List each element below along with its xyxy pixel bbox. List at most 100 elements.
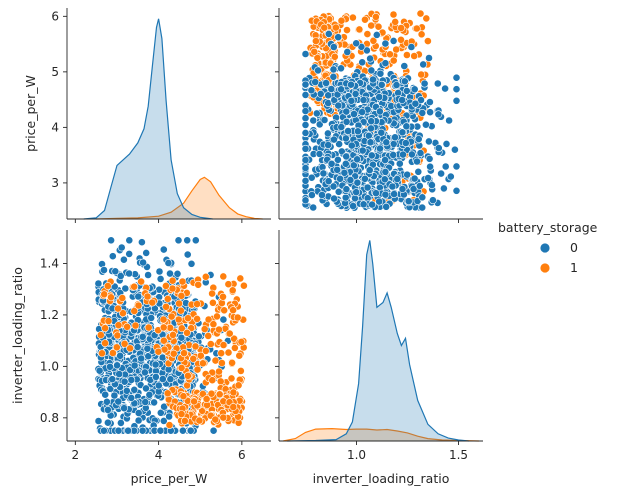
tr-series-0-point bbox=[439, 184, 448, 193]
tr-series-0-point bbox=[452, 186, 461, 195]
tr-series-0-point bbox=[347, 96, 356, 105]
x-tick-label-bl: 6 bbox=[238, 448, 246, 462]
tr-series-0-point bbox=[301, 128, 310, 137]
tr-series-0-point bbox=[381, 156, 389, 164]
tr-series-0-point bbox=[402, 122, 411, 131]
bl-series-0-point bbox=[165, 412, 173, 421]
tr-series-0-point bbox=[410, 85, 419, 94]
tr-series-0-point bbox=[415, 181, 424, 190]
bl-series-1-point bbox=[163, 389, 172, 398]
bl-series-0-point bbox=[183, 250, 192, 259]
bl-series-0-point bbox=[154, 381, 163, 390]
bl-series-1-point bbox=[130, 307, 139, 315]
bl-series-0-point bbox=[166, 375, 175, 384]
bl-series-0-point bbox=[159, 245, 168, 254]
tr-series-0-point bbox=[359, 96, 368, 104]
bl-series-0-point bbox=[110, 391, 119, 400]
bl-series-1-point bbox=[161, 281, 170, 290]
bl-series-0-point bbox=[116, 351, 124, 360]
tr-series-0-point bbox=[352, 188, 361, 197]
tr-series-1-point bbox=[369, 36, 378, 45]
tr-series-0-point bbox=[388, 182, 397, 191]
bl-series-0-point bbox=[116, 272, 125, 280]
bl-series-1-point bbox=[123, 322, 131, 331]
bl-series-1-point bbox=[213, 312, 221, 321]
bl-series-0-point bbox=[173, 269, 182, 278]
bl-series-0-point bbox=[94, 417, 103, 425]
bl-series-0-point bbox=[138, 332, 147, 341]
tr-series-0-point bbox=[324, 91, 333, 100]
tr-series-0-point bbox=[319, 169, 328, 178]
bl-series-0-point bbox=[142, 384, 150, 393]
bl-series-0-point bbox=[127, 375, 136, 384]
x-tick-label-bl: 4 bbox=[155, 448, 163, 462]
tr-series-0-point bbox=[320, 116, 329, 124]
tr-series-0-point bbox=[301, 80, 310, 89]
tr-series-0-point bbox=[424, 137, 433, 146]
bl-series-1-point bbox=[206, 340, 215, 348]
tr-series-1-point bbox=[416, 9, 425, 18]
bl-series-0-point bbox=[103, 397, 111, 406]
bl-series-1-point bbox=[201, 272, 210, 281]
bl-series-1-point bbox=[120, 339, 129, 348]
tr-series-0-point bbox=[425, 154, 434, 163]
bl-series-1-point bbox=[217, 359, 226, 367]
bl-series-0-point bbox=[139, 258, 147, 267]
bl-series-1-point bbox=[169, 330, 177, 339]
bl-series-0-point bbox=[183, 236, 192, 245]
y-tick-label-tl: 3 bbox=[51, 176, 59, 190]
tr-series-0-point bbox=[346, 176, 355, 184]
tr-series-0-point bbox=[367, 151, 376, 160]
legend-marker-1 bbox=[539, 262, 551, 274]
bl-series-1-point bbox=[219, 272, 228, 281]
bl-series-1-point bbox=[219, 413, 228, 422]
bl-series-1-point bbox=[114, 304, 122, 313]
bl-series-0-point bbox=[121, 284, 130, 293]
tr-series-1-point bbox=[389, 56, 398, 65]
bl-series-0-point bbox=[144, 271, 152, 279]
tr-series-1-point bbox=[343, 26, 351, 34]
tr-series-0-point bbox=[316, 90, 325, 98]
tr-series-0-point bbox=[367, 66, 376, 75]
bl-series-0-point bbox=[147, 313, 156, 322]
tr-series-1-point bbox=[355, 25, 364, 34]
x-tick-label-br: 1.0 bbox=[347, 448, 366, 462]
kde-ilr-series-0-line bbox=[287, 240, 469, 442]
bl-series-1-point bbox=[143, 292, 152, 301]
bl-series-1-point bbox=[208, 298, 217, 307]
bl-series-0-point bbox=[150, 398, 158, 407]
tr-series-0-point bbox=[333, 155, 342, 164]
tr-series-0-point bbox=[367, 124, 375, 133]
bl-series-1-point bbox=[236, 366, 245, 375]
bl-series-1-point bbox=[137, 277, 145, 286]
bl-series-1-point bbox=[177, 410, 186, 418]
tr-series-0-point bbox=[337, 64, 345, 73]
tr-series-0-point bbox=[452, 96, 461, 105]
bl-series-1-point bbox=[204, 315, 213, 324]
tr-series-0-point bbox=[381, 190, 390, 199]
tr-series-0-point bbox=[428, 196, 437, 205]
bl-series-0-point bbox=[130, 385, 139, 394]
tr-series-0-point bbox=[437, 169, 445, 178]
bl-series-1-point bbox=[215, 367, 223, 376]
bl-series-0-point bbox=[151, 360, 160, 369]
tr-series-0-point bbox=[340, 168, 349, 177]
bl-series-1-point bbox=[167, 312, 176, 321]
tr-series-0-point bbox=[419, 60, 428, 69]
tr-series-0-point bbox=[349, 161, 358, 170]
tr-series-0-point bbox=[452, 162, 461, 171]
bl-series-1-point bbox=[216, 377, 225, 386]
bl-series-1-point bbox=[198, 406, 207, 415]
bl-series-0-point bbox=[117, 243, 126, 252]
tr-series-0-point bbox=[358, 58, 367, 67]
tr-series-0-point bbox=[347, 141, 356, 150]
tr-series-0-point bbox=[392, 81, 401, 89]
bl-series-1-point bbox=[230, 343, 239, 352]
bl-series-1-point bbox=[237, 337, 246, 346]
tr-series-0-point bbox=[452, 85, 461, 94]
bl-series-1-point bbox=[162, 302, 170, 311]
tr-series-0-point bbox=[318, 191, 326, 199]
bl-series-1-point bbox=[101, 339, 109, 348]
tr-series-0-point bbox=[367, 117, 376, 126]
